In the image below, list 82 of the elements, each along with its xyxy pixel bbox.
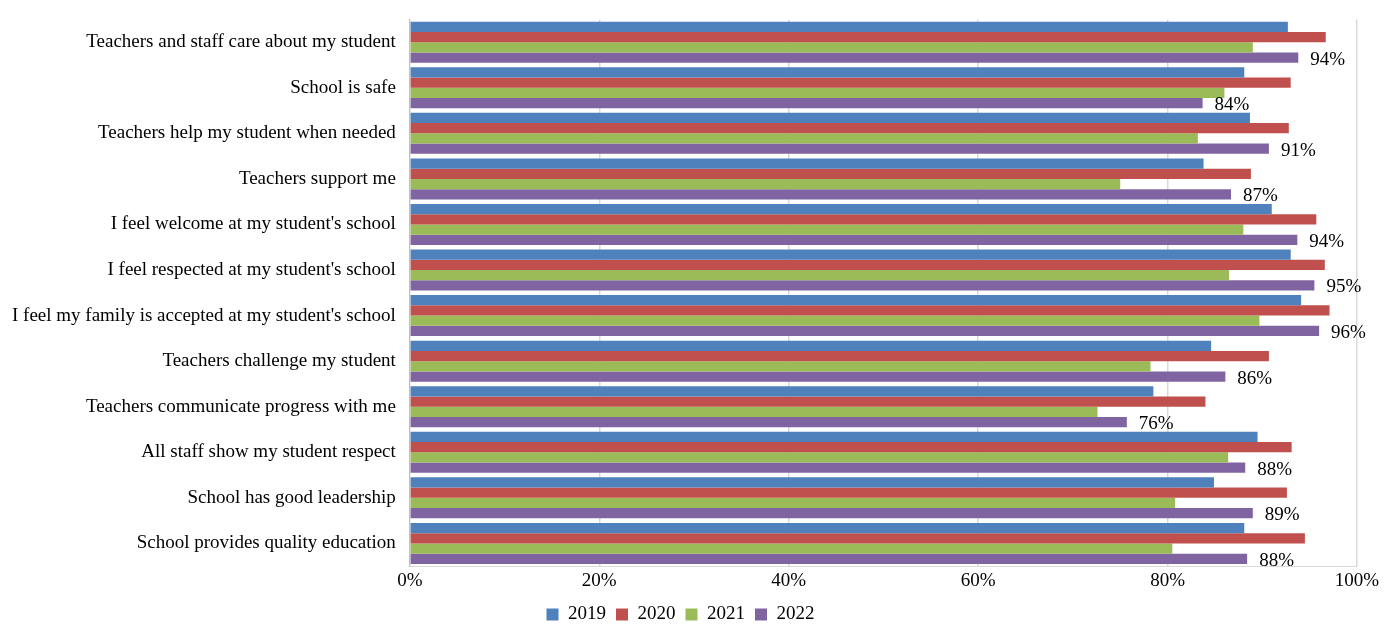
bar: [410, 305, 1330, 316]
bar: [410, 168, 1251, 179]
bar: [410, 98, 1203, 109]
bar: [410, 270, 1230, 281]
bar: [410, 431, 1258, 443]
bar: [410, 189, 1232, 200]
bar: [410, 203, 1272, 215]
bar: [410, 87, 1225, 98]
bar: [410, 371, 1226, 382]
x-tick-label: 40%: [771, 568, 807, 590]
legend-label: 2022: [776, 602, 815, 624]
data-label: 95%: [1326, 275, 1362, 297]
bar: [410, 497, 1176, 509]
bar: [410, 67, 1245, 78]
y-tick-label: All staff show my student respect: [141, 440, 397, 462]
data-label: 91%: [1280, 138, 1316, 160]
bar: [410, 315, 1260, 326]
y-tick-label: School is safe: [290, 75, 396, 97]
x-tick-label: 60%: [960, 568, 996, 590]
bar: [410, 42, 1253, 53]
y-tick-label: Teachers challenge my student: [162, 349, 397, 371]
data-label: 96%: [1331, 320, 1367, 342]
bar: [410, 214, 1317, 225]
bar: [410, 178, 1121, 190]
bar: [410, 452, 1229, 463]
bar: [410, 259, 1325, 271]
bar: [410, 396, 1206, 407]
data-label: 89%: [1264, 503, 1300, 525]
bar: [410, 280, 1315, 291]
bar: [410, 325, 1320, 337]
y-tick-label: Teachers communicate progress with me: [85, 394, 396, 416]
bar: [410, 361, 1151, 372]
data-label: 94%: [1310, 47, 1346, 69]
bar: [410, 249, 1291, 260]
bar: [410, 158, 1204, 169]
y-tick-label: School has good leadership: [187, 485, 396, 507]
data-label: 86%: [1237, 366, 1273, 388]
bar: [410, 133, 1198, 144]
bar: [410, 31, 1326, 43]
y-tick-label: I feel welcome at my student's school: [110, 212, 396, 234]
y-tick-label: Teachers help my student when needed: [98, 121, 397, 143]
data-label: 88%: [1259, 548, 1295, 570]
legend-label: 2019: [568, 602, 606, 624]
data-label: 88%: [1257, 457, 1293, 479]
y-tick-label: Teachers support me: [238, 166, 396, 188]
bar: [410, 543, 1173, 554]
bar: [410, 295, 1302, 306]
bar: [410, 533, 1305, 544]
bar: [410, 487, 1287, 498]
bar: [410, 77, 1291, 88]
legend-label: 2021: [707, 602, 745, 624]
bar: [410, 462, 1246, 473]
data-label: 87%: [1243, 184, 1279, 206]
bar: [410, 522, 1245, 534]
data-label: 84%: [1214, 93, 1250, 115]
y-tick-label: School provides quality education: [136, 531, 397, 553]
bar: [410, 52, 1299, 63]
bar: [410, 477, 1214, 488]
x-tick-label: 80%: [1150, 568, 1186, 590]
data-label: 94%: [1309, 229, 1345, 251]
bar: [410, 386, 1154, 397]
bar: [410, 224, 1244, 235]
bar: [410, 143, 1269, 154]
bar: [410, 553, 1248, 564]
y-tick-label: I feel my family is accepted at my student's school: [12, 303, 396, 325]
bar: [410, 112, 1250, 124]
bar: [410, 350, 1269, 362]
x-tick-label: 20%: [581, 568, 617, 590]
x-tick-label: 0%: [397, 568, 423, 590]
bar: [410, 21, 1288, 32]
bar: [410, 442, 1292, 453]
bar: [410, 123, 1289, 134]
x-tick-label: 100%: [1334, 568, 1380, 590]
bar: [410, 508, 1253, 519]
data-label: 76%: [1138, 412, 1174, 434]
legend-label: 2020: [637, 602, 676, 624]
bar: [410, 406, 1098, 417]
bar: [410, 416, 1127, 428]
y-tick-label: I feel respected at my student's school: [107, 258, 396, 279]
y-tick-label: Teachers and staff care about my student: [86, 30, 397, 52]
bar: [410, 340, 1212, 351]
bar: [410, 234, 1298, 245]
